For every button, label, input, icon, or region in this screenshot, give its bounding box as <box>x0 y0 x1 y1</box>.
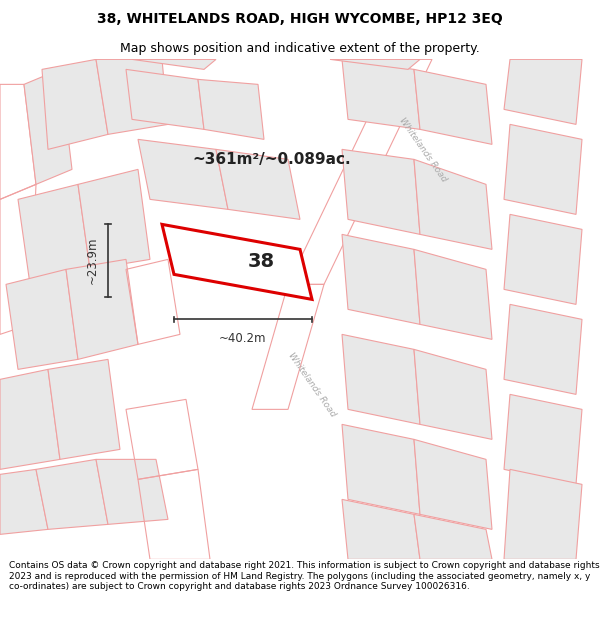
Polygon shape <box>6 269 78 369</box>
Polygon shape <box>504 214 582 304</box>
Text: ~40.2m: ~40.2m <box>219 332 267 345</box>
Polygon shape <box>198 79 264 139</box>
Polygon shape <box>132 59 216 69</box>
Polygon shape <box>78 169 150 269</box>
Polygon shape <box>342 59 420 129</box>
Polygon shape <box>414 349 492 439</box>
Polygon shape <box>330 59 420 69</box>
Polygon shape <box>0 469 48 534</box>
Polygon shape <box>216 149 300 219</box>
Polygon shape <box>504 304 582 394</box>
Polygon shape <box>414 69 492 144</box>
Polygon shape <box>414 514 492 559</box>
Polygon shape <box>342 424 420 514</box>
Polygon shape <box>414 249 492 339</box>
Polygon shape <box>504 59 582 124</box>
Polygon shape <box>24 69 72 184</box>
Polygon shape <box>414 159 492 249</box>
Polygon shape <box>504 124 582 214</box>
Polygon shape <box>504 394 582 484</box>
Polygon shape <box>342 499 420 559</box>
Text: ~23.9m: ~23.9m <box>86 237 99 284</box>
Polygon shape <box>66 259 138 359</box>
Text: Map shows position and indicative extent of the property.: Map shows position and indicative extent… <box>120 41 480 54</box>
Polygon shape <box>162 224 312 299</box>
Text: 38: 38 <box>247 253 275 271</box>
Polygon shape <box>48 359 120 459</box>
Polygon shape <box>504 469 582 559</box>
Polygon shape <box>342 334 420 424</box>
Polygon shape <box>96 59 168 134</box>
Polygon shape <box>138 139 228 209</box>
Text: Contains OS data © Crown copyright and database right 2021. This information is : Contains OS data © Crown copyright and d… <box>9 561 599 591</box>
Polygon shape <box>42 59 108 149</box>
Text: Whitelands Road: Whitelands Road <box>286 351 338 418</box>
Text: ~361m²/~0.089ac.: ~361m²/~0.089ac. <box>192 152 350 167</box>
Polygon shape <box>96 459 168 524</box>
Polygon shape <box>414 439 492 529</box>
Polygon shape <box>342 149 420 234</box>
Polygon shape <box>126 69 204 129</box>
Text: 38, WHITELANDS ROAD, HIGH WYCOMBE, HP12 3EQ: 38, WHITELANDS ROAD, HIGH WYCOMBE, HP12 … <box>97 12 503 26</box>
Polygon shape <box>36 459 108 529</box>
Polygon shape <box>0 369 60 469</box>
Polygon shape <box>342 234 420 324</box>
Text: Whitelands Road: Whitelands Road <box>397 116 449 183</box>
Polygon shape <box>18 184 90 284</box>
